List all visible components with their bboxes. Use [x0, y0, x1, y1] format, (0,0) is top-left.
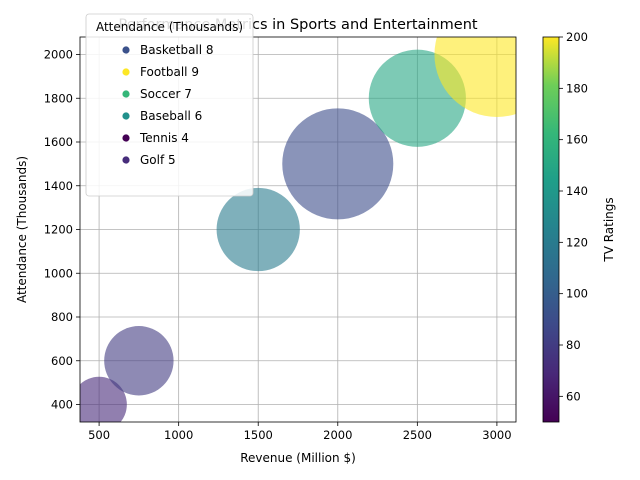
colorbar-tick-label: 120: [566, 235, 588, 249]
y-tick-label: 1200: [44, 223, 73, 237]
legend-entry-label: Soccer 7: [140, 87, 192, 101]
colorbar-tick-label: 180: [566, 81, 588, 95]
x-tick-label: 2500: [403, 428, 432, 442]
legend-marker: [122, 46, 130, 54]
bubbles: [80, 37, 516, 422]
legend-entry-label: Golf 5: [140, 153, 176, 167]
colorbar: TV Ratings 60 80 100 120 140 160 180 200: [542, 30, 616, 423]
x-tick-label: 1500: [244, 428, 273, 442]
colorbar-tick-label: 100: [566, 287, 588, 301]
x-tick-label: 500: [88, 428, 110, 442]
legend-entry-label: Basketball 8: [140, 43, 214, 57]
y-tick-label: 1400: [44, 179, 73, 193]
legend-entry-label: Football 9: [140, 65, 199, 79]
legend-entry-label: Tennis 4: [139, 131, 189, 145]
colorbar-tick-label: 140: [566, 184, 588, 198]
y-tick-label: 1000: [44, 266, 73, 280]
y-axis-ticks: 400 600 800 1000 1200 1400 1600 1800 2000: [44, 48, 80, 412]
bubble-point: [282, 108, 394, 220]
bubble-point: [216, 187, 300, 272]
colorbar-tick-label: 160: [566, 133, 588, 147]
legend-marker: [122, 112, 130, 120]
x-tick-label: 2000: [323, 428, 352, 442]
legend-marker: [122, 68, 130, 76]
legend-entry-label: Baseball 6: [140, 109, 202, 123]
bubble-point: [104, 326, 174, 396]
colorbar-gradient: [542, 36, 560, 423]
colorbar-tick-label: 60: [566, 389, 581, 403]
x-axis-label: Revenue (Million $): [240, 451, 356, 465]
y-tick-label: 1600: [44, 135, 73, 149]
y-tick-label: 400: [51, 398, 73, 412]
y-tick-label: 2000: [44, 48, 73, 62]
colorbar-label: TV Ratings: [602, 197, 616, 262]
legend-box: [85, 13, 254, 197]
x-axis-ticks: 500 1000 1500 2000 2500 3000: [88, 422, 512, 442]
y-tick-label: 600: [51, 354, 73, 368]
bubble-point: [434, 37, 516, 117]
y-tick-label: 800: [51, 310, 73, 324]
legend-marker: [122, 156, 130, 164]
legend-marker: [122, 90, 130, 98]
x-tick-label: 3000: [482, 428, 511, 442]
bubble-point: [80, 376, 127, 422]
y-tick-label: 1800: [44, 91, 73, 105]
legend-marker: [122, 134, 130, 142]
legend: Attendance (Thousands) Basketball 8 Footb…: [85, 13, 254, 197]
legend-title: Attendance (Thousands): [96, 20, 243, 34]
colorbar-tick-label: 80: [566, 338, 581, 352]
y-axis-label: Attendance (Thousands): [15, 156, 29, 303]
colorbar-tick-label: 200: [566, 30, 588, 44]
x-tick-label: 1000: [164, 428, 193, 442]
